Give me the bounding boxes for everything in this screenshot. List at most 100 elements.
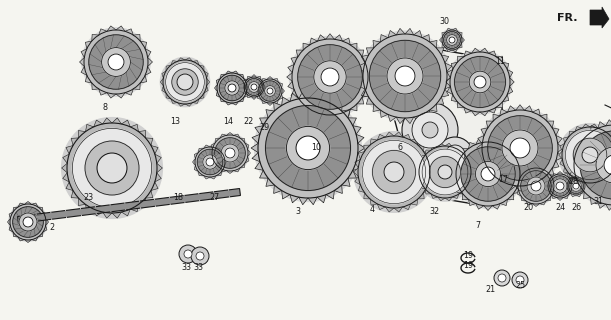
- Circle shape: [447, 35, 458, 45]
- Circle shape: [369, 40, 441, 112]
- Circle shape: [287, 126, 329, 170]
- Text: 33: 33: [181, 263, 191, 273]
- Circle shape: [89, 35, 143, 89]
- Circle shape: [267, 88, 273, 94]
- Circle shape: [260, 81, 280, 101]
- Circle shape: [441, 29, 463, 51]
- Text: 21: 21: [485, 285, 495, 294]
- Circle shape: [565, 130, 611, 180]
- Text: 19: 19: [463, 260, 473, 269]
- Circle shape: [580, 131, 611, 199]
- Circle shape: [596, 147, 611, 183]
- Text: 14: 14: [223, 117, 233, 126]
- Circle shape: [206, 158, 214, 166]
- Circle shape: [553, 179, 567, 193]
- Text: 8: 8: [103, 103, 108, 113]
- Text: 24: 24: [555, 204, 565, 212]
- Circle shape: [62, 117, 163, 218]
- Circle shape: [512, 272, 528, 288]
- Circle shape: [108, 54, 124, 70]
- Polygon shape: [79, 26, 153, 98]
- Polygon shape: [214, 71, 249, 105]
- Circle shape: [321, 68, 339, 86]
- Circle shape: [395, 66, 415, 86]
- Circle shape: [454, 140, 522, 208]
- Circle shape: [384, 162, 404, 182]
- Circle shape: [566, 176, 586, 196]
- Polygon shape: [565, 175, 588, 197]
- Circle shape: [571, 180, 582, 191]
- Polygon shape: [354, 132, 434, 212]
- Text: 33: 33: [193, 263, 203, 273]
- Circle shape: [255, 94, 362, 202]
- Circle shape: [498, 274, 506, 282]
- Circle shape: [582, 147, 598, 163]
- Circle shape: [221, 144, 239, 162]
- Text: 30: 30: [439, 18, 449, 27]
- Text: 31: 31: [593, 197, 603, 206]
- Circle shape: [461, 147, 515, 201]
- Circle shape: [430, 156, 461, 188]
- Text: 19: 19: [463, 251, 473, 260]
- Circle shape: [265, 85, 276, 96]
- Circle shape: [494, 270, 510, 286]
- Text: 10: 10: [311, 143, 321, 153]
- Text: 3: 3: [296, 207, 301, 217]
- Polygon shape: [241, 75, 266, 100]
- Polygon shape: [416, 143, 474, 201]
- Circle shape: [387, 58, 423, 94]
- Text: 4: 4: [370, 205, 375, 214]
- Circle shape: [266, 106, 351, 190]
- Circle shape: [82, 28, 150, 96]
- Circle shape: [547, 173, 573, 199]
- Circle shape: [502, 130, 538, 166]
- Circle shape: [445, 145, 465, 165]
- Circle shape: [197, 149, 223, 175]
- Circle shape: [402, 102, 458, 158]
- Polygon shape: [546, 172, 574, 201]
- Polygon shape: [452, 138, 524, 211]
- Circle shape: [360, 31, 450, 121]
- Circle shape: [296, 136, 320, 160]
- Circle shape: [211, 134, 249, 172]
- Circle shape: [314, 61, 346, 93]
- Polygon shape: [7, 202, 48, 243]
- Polygon shape: [192, 145, 227, 179]
- Circle shape: [196, 252, 204, 260]
- Polygon shape: [287, 34, 373, 120]
- Circle shape: [362, 140, 426, 204]
- Circle shape: [455, 57, 505, 108]
- Circle shape: [191, 247, 209, 265]
- Circle shape: [257, 78, 284, 104]
- Circle shape: [172, 69, 198, 95]
- Circle shape: [517, 167, 555, 205]
- Circle shape: [422, 122, 438, 138]
- Text: 22: 22: [243, 117, 253, 126]
- Circle shape: [422, 149, 468, 195]
- Polygon shape: [516, 165, 557, 206]
- Polygon shape: [255, 76, 285, 106]
- Text: 26: 26: [571, 204, 581, 212]
- Circle shape: [475, 161, 500, 187]
- Text: 18: 18: [173, 194, 183, 203]
- Circle shape: [194, 146, 226, 178]
- Circle shape: [412, 112, 448, 148]
- Circle shape: [448, 50, 512, 114]
- Circle shape: [437, 137, 473, 173]
- Polygon shape: [446, 48, 514, 116]
- Text: 11: 11: [495, 58, 505, 67]
- Circle shape: [225, 148, 235, 158]
- Circle shape: [488, 116, 552, 180]
- Polygon shape: [439, 28, 464, 52]
- Polygon shape: [590, 7, 609, 28]
- Circle shape: [510, 138, 530, 158]
- Circle shape: [372, 150, 415, 194]
- Circle shape: [177, 74, 193, 90]
- Circle shape: [571, 122, 611, 208]
- Polygon shape: [160, 58, 210, 106]
- Circle shape: [225, 81, 239, 95]
- Circle shape: [228, 84, 236, 92]
- Circle shape: [19, 213, 37, 231]
- Polygon shape: [390, 48, 515, 205]
- Text: 29: 29: [259, 124, 269, 132]
